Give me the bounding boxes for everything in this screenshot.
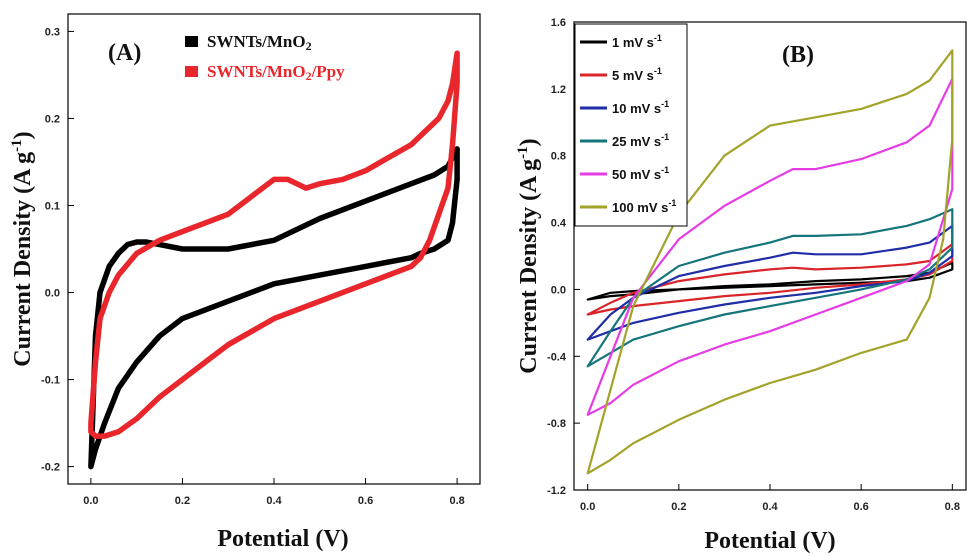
- panel-a-xtick-label: 0.2: [175, 495, 190, 507]
- panel-b-xtick-label: 0.4: [762, 501, 778, 513]
- panel-b-series-5-line: [586, 49, 954, 475]
- panel-a-ytick-label: -0.1: [41, 375, 60, 387]
- panel-b-legend-label-2: 10 mV s-1: [612, 99, 669, 116]
- panel-b-xtick-label: 0.6: [854, 501, 869, 513]
- panel-a-ytick-label: 0.0: [45, 288, 60, 300]
- panel-b-xtick-label: 0.8: [945, 501, 960, 513]
- panel-b-ytick-label: -0.4: [547, 351, 567, 363]
- panel-a-ytick-label: -0.2: [41, 462, 60, 474]
- panel-a-label: (A): [108, 40, 141, 66]
- panel-b-ytick-label: 0.0: [551, 284, 566, 296]
- legend-label-swnts-mno2: SWNTs/MnO2: [207, 32, 312, 53]
- panel-a: 0.0 0.2 0.4 0.6 0.8-0.2-0.10.00.10.20.3 (A) …: [9, 13, 481, 552]
- panel-b-ytick-label: 0.8: [551, 151, 566, 163]
- panel-a-xtick-label: 0.0: [83, 495, 98, 507]
- panel-a-series: [88, 50, 460, 470]
- panel-b-legend-label-1: 5 mV s-1: [612, 66, 662, 83]
- panel-b-series-1-line: [586, 243, 954, 316]
- panel-b-xlabel: Potential (V): [704, 528, 835, 554]
- panel-a-legend: SWNTs/MnO2 SWNTs/MnO2/Ppy: [185, 32, 345, 83]
- panel-b-legend-label-0: 1 mV s-1: [612, 33, 662, 50]
- panel-b-series: [586, 49, 954, 475]
- legend-label-swnts-mno2-ppy: SWNTs/MnO2/Ppy: [207, 62, 345, 83]
- panel-a-ytick-label: 0.2: [45, 113, 60, 125]
- panel-a-xtick-label: 0.4: [266, 495, 282, 507]
- panel-b-series-0-line: [586, 261, 954, 301]
- panel-a-series-0-line: [88, 146, 460, 470]
- panel-b-legend-label-3: 25 mV s-1: [612, 132, 669, 149]
- panel-b-ytick-label: -1.2: [547, 485, 566, 497]
- panel-b-series-3-line: [586, 208, 954, 368]
- panel-a-ytick-label: 0.3: [45, 26, 60, 38]
- panel-a-xlabel: Potential (V): [217, 526, 348, 552]
- panel-a-xtick-label: 0.6: [358, 495, 373, 507]
- panel-b-ytick-label: 1.2: [551, 84, 566, 96]
- panel-b-legend: 1 mV s-1 5 mV s-1 10 mV s-1 25 mV s-1 50 mV …: [574, 23, 688, 227]
- panel-b-xtick-label: 0.2: [671, 501, 686, 513]
- panel-b-legend-label-5: 100 mV s-1: [612, 198, 676, 215]
- panel-b-xtick-label: 0.0: [580, 501, 595, 513]
- panel-a-ylabel: Current Density (A g-1): [9, 131, 36, 366]
- legend-swatch-swnts-mno2: [185, 36, 198, 47]
- panel-a-ticks: 0.0 0.2 0.4 0.6 0.8 -0.2 -0.1 0.0 0.1 0.2 0.3: [41, 26, 465, 507]
- panel-b-ylabel: Current Density (A g-1): [515, 138, 542, 373]
- legend-swatch-swnts-mno2-ppy: [185, 66, 198, 77]
- panel-b-ytick-label: -0.8: [547, 418, 566, 430]
- panel-b-ytick-label: 0.4: [551, 218, 567, 230]
- panel-b-legend-label-4: 50 mV s-1: [612, 165, 669, 182]
- panel-b-legend-box: [574, 23, 688, 227]
- panel-b-ticks: 0.0 0.2 0.4 0.6 0.8 -1.2 -0.8 -0.4 0.0 0.4 0.8 1.2 1…: [547, 17, 960, 513]
- panel-b-ytick-label: 1.6: [551, 17, 566, 29]
- panel-a-frame: [67, 13, 481, 485]
- panel-a-series-1-line: [88, 50, 460, 439]
- panel-a-ytick-label: 0.1: [45, 200, 60, 212]
- panel-b: 0.0 0.2 0.4 0.6 0.8 -1.2 -0.8 -0.4 0.0 0.4 0.8 1.2 1…: [515, 17, 967, 554]
- panel-b-label: (B): [782, 42, 814, 68]
- panel-a-xtick-label: 0.8: [449, 495, 464, 507]
